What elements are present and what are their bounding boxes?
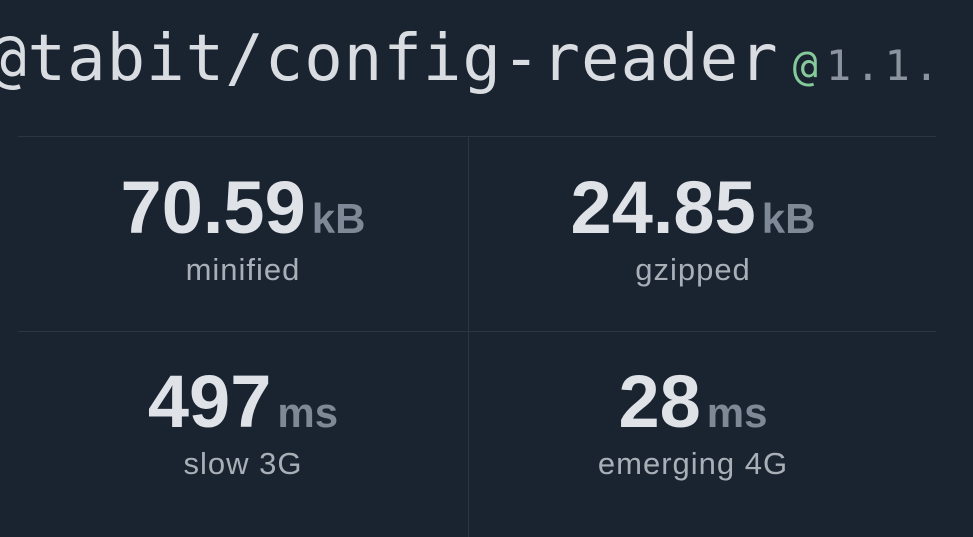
- stat-cell: 28 ms emerging 4G: [468, 359, 918, 482]
- stat-cell: 497 ms slow 3G: [18, 359, 468, 482]
- stat-label: minified: [185, 252, 301, 287]
- stat-value-row: 497 ms: [18, 359, 468, 444]
- package-header: @tabit/config-reader @1.1.: [0, 22, 943, 96]
- stat-value: 28: [618, 360, 701, 443]
- stat-value: 24.85: [570, 166, 756, 249]
- stat-value: 497: [147, 360, 272, 443]
- stat-value-row: 28 ms: [468, 359, 918, 444]
- stat-cell: 24.85 kB gzipped: [468, 165, 918, 288]
- stat-value-row: 24.85 kB: [468, 165, 918, 250]
- version-separator: @: [792, 41, 818, 90]
- stat-label: slow 3G: [183, 446, 303, 481]
- version[interactable]: 1.1.: [825, 41, 944, 90]
- stats-grid: 70.59 kB minified 24.85 kB gzipped 497 ms slow 3…: [18, 136, 936, 537]
- stat-label: emerging 4G: [597, 446, 789, 481]
- stat-value-row: 70.59 kB: [18, 165, 468, 250]
- stat-value: 70.59: [120, 166, 306, 249]
- stat-cell: 70.59 kB minified: [18, 165, 468, 288]
- stat-unit: kB: [311, 195, 366, 242]
- stat-unit: ms: [706, 389, 768, 436]
- divider: [18, 331, 936, 332]
- stat-unit: kB: [761, 195, 816, 242]
- stat-label: gzipped: [635, 252, 751, 287]
- divider: [468, 137, 469, 537]
- page: @tabit/config-reader @1.1. 70.59 kB minifie…: [0, 22, 943, 537]
- stat-unit: ms: [277, 389, 339, 436]
- package-name: @tabit/config-reader: [0, 22, 779, 96]
